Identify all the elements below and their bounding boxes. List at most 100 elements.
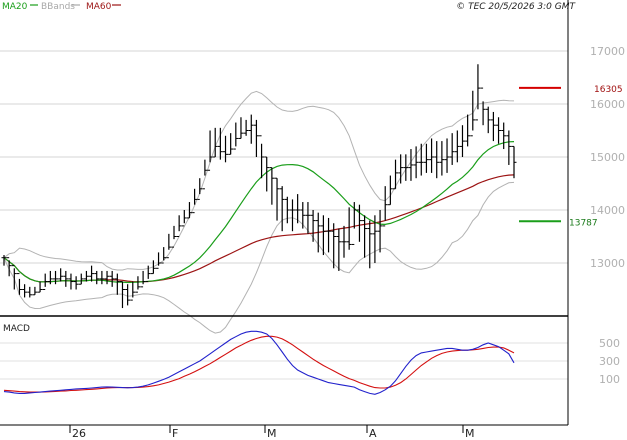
ohlc-bar bbox=[119, 281, 125, 309]
ohlc-bar bbox=[181, 210, 187, 227]
ohlc-bar bbox=[367, 220, 373, 269]
price-y-tick-label: 16000 bbox=[590, 98, 625, 111]
x-axis-tick-label: M bbox=[465, 427, 475, 440]
macd-line bbox=[3, 330, 515, 395]
ohlc-bar bbox=[32, 286, 38, 296]
price-y-tick-label: 15000 bbox=[590, 151, 625, 164]
ohlc-bar bbox=[310, 210, 316, 242]
ohlc-bar bbox=[393, 159, 399, 190]
ohlc-bar bbox=[83, 270, 89, 282]
ohlc-bar bbox=[228, 133, 234, 155]
ohlc-bar bbox=[1, 255, 7, 266]
ohlc-bars bbox=[1, 64, 517, 309]
ma20-line bbox=[3, 141, 515, 284]
ohlc-bar bbox=[449, 133, 455, 165]
ohlc-bar bbox=[243, 119, 249, 136]
ohlc-bar bbox=[47, 270, 53, 285]
ohlc-bar bbox=[279, 186, 285, 232]
ohlc-bar bbox=[418, 143, 424, 176]
legend: MA20 BBands MA60 bbox=[2, 2, 121, 12]
ohlc-bar bbox=[42, 273, 48, 290]
ohlc-bar bbox=[470, 90, 476, 137]
ohlc-bar bbox=[300, 202, 306, 229]
price-y-tick-label: 13000 bbox=[590, 257, 625, 270]
macd-signal-line bbox=[3, 335, 515, 393]
ohlc-bar bbox=[16, 273, 22, 295]
ohlc-bar bbox=[104, 270, 110, 285]
ohlc-bar bbox=[259, 135, 265, 179]
ohlc-bar bbox=[192, 188, 198, 214]
ohlc-bar bbox=[156, 252, 162, 269]
x-axis-tick-label: F bbox=[172, 427, 178, 440]
ohlc-bar bbox=[490, 111, 496, 142]
ohlc-bar bbox=[356, 204, 362, 242]
macd-gridlines bbox=[0, 342, 568, 380]
ohlc-bar bbox=[109, 270, 115, 287]
ohlc-bar bbox=[207, 130, 213, 171]
ohlc-bar bbox=[22, 284, 28, 298]
ohlc-bar bbox=[289, 199, 295, 232]
ohlc-bar bbox=[423, 143, 429, 173]
ohlc-bar bbox=[475, 64, 481, 121]
ohlc-bar bbox=[465, 114, 471, 147]
ohlc-bar bbox=[408, 149, 414, 181]
macd-y-tick-labels: 500 300 100 bbox=[599, 337, 620, 386]
ohlc-bar bbox=[315, 212, 321, 253]
ohlc-bar bbox=[58, 268, 64, 282]
ohlc-bar bbox=[320, 215, 326, 256]
ohlc-bar bbox=[429, 138, 435, 173]
ohlc-bar bbox=[434, 141, 440, 179]
ohlc-bar bbox=[326, 217, 332, 253]
ohlc-bar bbox=[125, 284, 131, 306]
x-axis-tick-label: A bbox=[369, 427, 377, 440]
ohlc-bar bbox=[238, 117, 244, 139]
ohlc-bar bbox=[387, 175, 393, 206]
ohlc-bar bbox=[331, 223, 337, 269]
ohlc-bar bbox=[223, 135, 229, 163]
copyright-timestamp: © TEC 20/5/2026 3:0 GMT bbox=[456, 2, 576, 12]
ohlc-bar bbox=[176, 215, 182, 237]
legend-bbands-label: BBands bbox=[41, 2, 75, 12]
ohlc-bar bbox=[202, 159, 208, 190]
ohlc-bar bbox=[480, 87, 486, 126]
ohlc-bar bbox=[130, 281, 136, 301]
ohlc-bar bbox=[217, 127, 223, 160]
ohlc-bar bbox=[73, 276, 79, 290]
ohlc-bar bbox=[274, 177, 280, 221]
ohlc-bar bbox=[454, 130, 460, 163]
legend-ma20-label: MA20 bbox=[2, 2, 28, 12]
ohlc-bar bbox=[444, 138, 450, 173]
ohlc-bar bbox=[161, 247, 167, 264]
bollinger-lower-band bbox=[3, 181, 515, 334]
ohlc-bar bbox=[496, 117, 502, 144]
ohlc-bar bbox=[233, 122, 239, 150]
ohlc-bar bbox=[6, 257, 12, 277]
ohlc-bar bbox=[171, 225, 177, 248]
support-level-label: 13787 bbox=[569, 218, 598, 228]
bollinger-upper-band bbox=[3, 90, 515, 271]
ohlc-bar bbox=[89, 265, 95, 282]
price-panel: 17000 16000 15000 14000 13000 16305 13787 bbox=[0, 45, 625, 334]
ohlc-bar bbox=[336, 228, 342, 271]
ohlc-bar bbox=[150, 260, 156, 275]
ohlc-bar bbox=[341, 225, 347, 258]
ohlc-bar bbox=[382, 186, 388, 227]
ohlc-bar bbox=[145, 265, 151, 283]
ohlc-bar bbox=[485, 106, 491, 134]
ohlc-bar bbox=[459, 125, 465, 157]
ohlc-bar bbox=[212, 127, 218, 158]
ohlc-bar bbox=[372, 215, 378, 263]
ohlc-bar bbox=[197, 178, 203, 200]
ohlc-bar bbox=[284, 196, 290, 224]
ohlc-bar bbox=[403, 154, 409, 181]
ohlc-bar bbox=[114, 273, 120, 295]
x-axis: 26 F M A M bbox=[0, 424, 568, 440]
ohlc-bar bbox=[439, 141, 445, 176]
ohlc-bar bbox=[53, 270, 59, 285]
ohlc-bar bbox=[37, 281, 43, 293]
macd-title: MACD bbox=[3, 324, 30, 334]
macd-y-tick-label: 300 bbox=[599, 355, 620, 368]
ohlc-bar bbox=[11, 265, 17, 290]
ohlc-bar bbox=[264, 156, 270, 192]
x-axis-ticks: 26 F M A M bbox=[69, 425, 475, 440]
